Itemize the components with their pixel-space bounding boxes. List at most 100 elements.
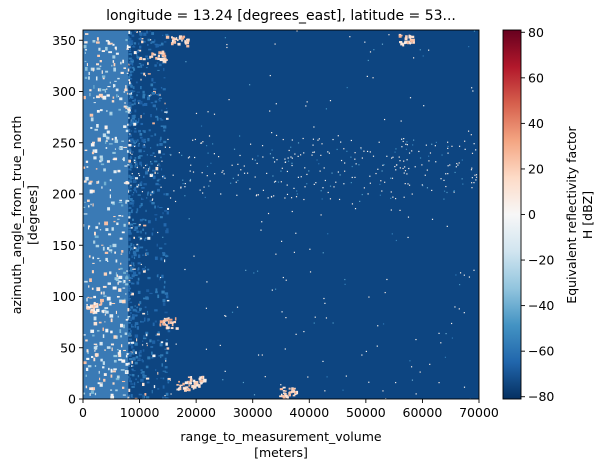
- speckle-cell: [270, 195, 273, 198]
- echo-cell: [115, 272, 117, 277]
- echo-cell: [105, 328, 109, 333]
- speckle-cell: [388, 34, 390, 36]
- speckle-cell: [232, 177, 234, 179]
- speckle-cell: [284, 161, 287, 163]
- echo-cell: [120, 323, 123, 328]
- clutter-cell: [128, 216, 131, 219]
- speckle-cell: [377, 168, 379, 170]
- speckle-cell: [435, 141, 437, 144]
- echo-cell: [90, 67, 95, 71]
- clutter-cell: [154, 64, 157, 67]
- clutter-cell: [149, 339, 152, 343]
- hotspot-cell: [163, 321, 166, 324]
- echo-cell: [84, 41, 88, 44]
- clutter-cell: [132, 349, 135, 353]
- clutter-cell: [162, 62, 165, 65]
- echo-cell: [83, 180, 87, 183]
- clutter-cell: [133, 42, 137, 45]
- speckle-cell: [293, 187, 295, 189]
- echo-cell: [124, 283, 129, 286]
- speckle-cell: [443, 190, 446, 192]
- echo-cell: [126, 92, 129, 95]
- echo-cell: [89, 180, 93, 183]
- echo-cell: [90, 126, 93, 129]
- clutter-cell: [149, 154, 153, 156]
- clutter-cell: [145, 396, 150, 399]
- speckle-cell: [463, 274, 465, 276]
- hotspot-cell: [169, 321, 173, 324]
- echo-cell: [128, 117, 130, 119]
- clutter-cell: [149, 192, 154, 195]
- speckle-cell: [285, 279, 287, 281]
- clutter-cell: [128, 83, 132, 86]
- clutter-cell: [130, 383, 134, 385]
- speckle-cell: [429, 363, 431, 365]
- clutter-cell: [134, 274, 138, 277]
- echo-cell: [125, 38, 128, 42]
- echo-cell: [119, 329, 122, 333]
- clutter-cell: [129, 78, 133, 80]
- clutter-cell: [144, 306, 147, 309]
- clutter-cell: [155, 369, 157, 371]
- speckle-cell: [344, 283, 346, 285]
- echo-cell: [101, 70, 103, 74]
- clutter-cell: [160, 119, 164, 121]
- hotspot-cell: [177, 42, 181, 46]
- clutter-cell: [131, 255, 134, 258]
- echo-cell: [105, 228, 109, 232]
- clutter-cell: [161, 363, 164, 367]
- speckle-cell: [129, 152, 132, 154]
- clutter-cell: [151, 201, 155, 205]
- hotspot-cell: [171, 39, 175, 43]
- echo-cell: [99, 377, 101, 381]
- speckle-cell: [261, 221, 263, 223]
- speckle-cell: [162, 176, 164, 178]
- clutter-cell: [128, 174, 131, 178]
- clutter-cell: [153, 81, 156, 84]
- clutter-cell: [151, 78, 154, 82]
- hotspot-cell: [284, 390, 287, 392]
- speckle-cell: [444, 356, 447, 358]
- speckle-cell: [405, 148, 408, 150]
- hotspot-cell: [286, 396, 289, 399]
- speckle-cell: [276, 159, 278, 161]
- clutter-cell: [165, 193, 169, 196]
- speckle-cell: [233, 148, 236, 150]
- echo-cell: [100, 291, 103, 295]
- speckle-cell: [472, 90, 474, 92]
- hotspot-cell: [187, 388, 190, 391]
- clutter-cell: [134, 177, 138, 180]
- hotspot-cell: [405, 35, 408, 38]
- clutter-cell: [138, 231, 141, 233]
- clutter-cell: [128, 274, 130, 278]
- clutter-cell: [138, 56, 143, 61]
- echo-cell: [111, 347, 113, 352]
- echo-cell: [126, 106, 130, 109]
- clutter-cell: [160, 156, 162, 159]
- echo-cell: [112, 96, 115, 99]
- echo-cell: [102, 133, 106, 138]
- echo-cell: [101, 50, 105, 53]
- echo-cell: [115, 48, 117, 51]
- clutter-cell: [136, 31, 138, 33]
- echo-cell: [120, 267, 123, 270]
- speckle-cell: [422, 185, 424, 187]
- echo-cell: [111, 227, 114, 231]
- hotspot-cell: [193, 379, 196, 383]
- clutter-cell: [148, 48, 152, 51]
- clutter-cell: [140, 86, 142, 90]
- clutter-cell: [151, 190, 155, 194]
- speckle-cell: [443, 198, 445, 200]
- clutter-cell: [138, 42, 140, 45]
- clutter-cell: [133, 46, 136, 48]
- hotspot-cell: [170, 42, 174, 46]
- speckle-cell: [395, 381, 397, 384]
- clutter-cell: [147, 236, 151, 240]
- speckle-cell: [297, 155, 299, 157]
- speckle-cell: [354, 176, 356, 179]
- speckle-cell: [428, 155, 430, 157]
- clutter-cell: [138, 307, 142, 312]
- speckle-cell: [194, 156, 196, 159]
- echo-cell: [90, 143, 95, 147]
- clutter-cell: [140, 114, 142, 119]
